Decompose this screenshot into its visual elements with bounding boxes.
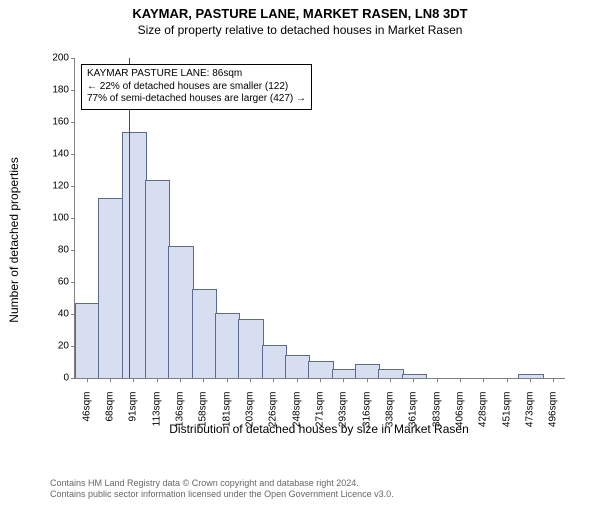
x-tick — [460, 378, 461, 382]
y-tick — [71, 90, 75, 91]
x-tick — [320, 378, 321, 382]
x-tick — [483, 378, 484, 382]
annot-line3: 77% of semi-detached houses are larger (… — [87, 93, 306, 106]
x-tick — [437, 378, 438, 382]
histogram-bar — [262, 345, 287, 378]
x-tick — [227, 378, 228, 382]
y-tick — [71, 122, 75, 123]
y-tick-label: 200 — [41, 53, 69, 64]
x-tick — [133, 378, 134, 382]
x-tick — [180, 378, 181, 382]
x-tick — [507, 378, 508, 382]
histogram-bar — [332, 369, 357, 378]
y-axis-label: Number of detached properties — [7, 157, 21, 322]
x-tick — [553, 378, 554, 382]
x-axis-label: Distribution of detached houses by size … — [74, 422, 564, 436]
y-tick — [71, 250, 75, 251]
x-tick — [367, 378, 368, 382]
y-tick-label: 120 — [41, 181, 69, 192]
y-tick — [71, 154, 75, 155]
x-tick — [343, 378, 344, 382]
histogram-bar — [75, 303, 100, 378]
x-tick — [203, 378, 204, 382]
histogram-bar — [192, 289, 217, 378]
x-tick — [273, 378, 274, 382]
histogram-bar — [145, 180, 170, 378]
x-tick — [250, 378, 251, 382]
x-tick — [530, 378, 531, 382]
y-tick-label: 140 — [41, 149, 69, 160]
x-tick — [297, 378, 298, 382]
annot-line1: KAYMAR PASTURE LANE: 86sqm — [87, 68, 306, 81]
y-tick — [71, 218, 75, 219]
histogram-bar — [308, 361, 333, 378]
x-tick — [157, 378, 158, 382]
y-tick — [71, 186, 75, 187]
histogram-bar — [285, 355, 310, 378]
x-tick — [110, 378, 111, 382]
y-tick-label: 20 — [41, 341, 69, 352]
page-title-line1: KAYMAR, PASTURE LANE, MARKET RASEN, LN8 … — [0, 6, 600, 21]
histogram-bar — [168, 246, 193, 378]
y-tick-label: 100 — [41, 213, 69, 224]
x-tick — [413, 378, 414, 382]
x-tick — [390, 378, 391, 382]
y-tick-label: 60 — [41, 277, 69, 288]
annotation-box: KAYMAR PASTURE LANE: 86sqm ← 22% of deta… — [81, 64, 312, 110]
y-tick-label: 180 — [41, 85, 69, 96]
histogram-bar — [98, 198, 123, 378]
y-tick-label: 40 — [41, 309, 69, 320]
y-tick-label: 160 — [41, 117, 69, 128]
footer-line1: Contains HM Land Registry data © Crown c… — [50, 478, 394, 489]
annot-line2: ← 22% of detached houses are smaller (12… — [87, 81, 306, 94]
y-tick-label: 0 — [41, 373, 69, 384]
y-tick-label: 80 — [41, 245, 69, 256]
y-tick — [71, 378, 75, 379]
histogram-bar — [215, 313, 240, 378]
histogram-bar — [238, 319, 263, 378]
footer-line2: Contains public sector information licen… — [50, 489, 394, 500]
histogram-bar — [378, 369, 403, 378]
x-tick — [87, 378, 88, 382]
histogram-bar — [355, 364, 380, 378]
y-tick — [71, 282, 75, 283]
page-title-line2: Size of property relative to detached ho… — [0, 23, 600, 37]
histogram-chart: Number of detached properties 0204060801… — [50, 50, 580, 430]
footer-attribution: Contains HM Land Registry data © Crown c… — [50, 478, 394, 501]
plot-area: 02040608010012014016018020046sqm68sqm91s… — [74, 58, 565, 379]
y-tick — [71, 58, 75, 59]
histogram-bar — [122, 132, 147, 378]
